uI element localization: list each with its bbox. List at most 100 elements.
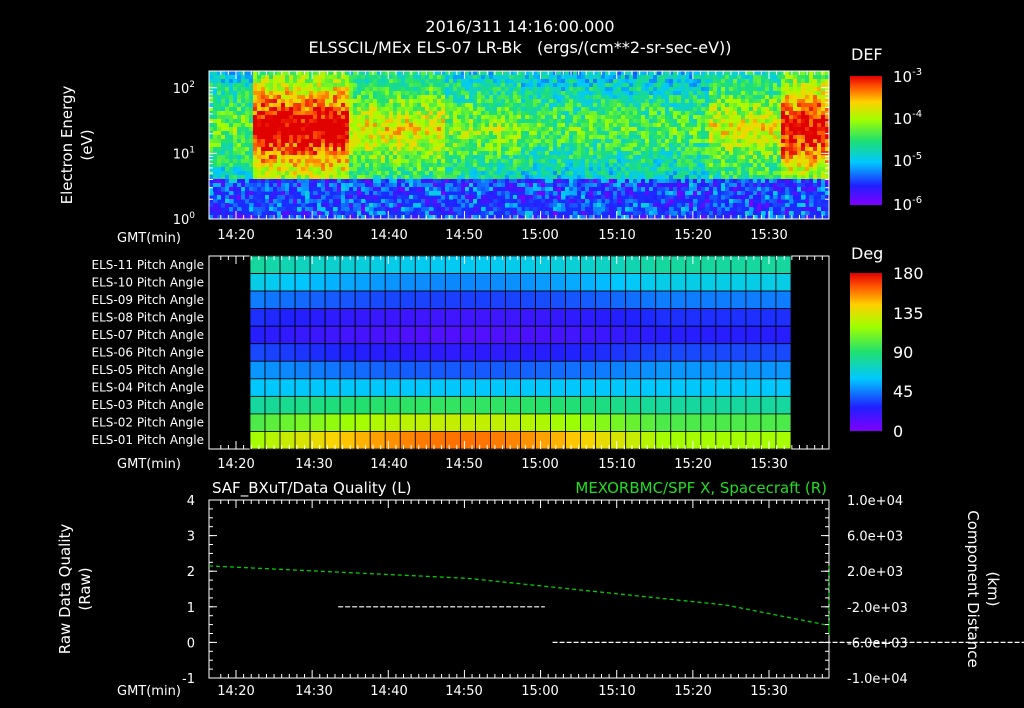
spectrogram-cell bbox=[529, 207, 534, 212]
spectrogram-cell bbox=[629, 151, 634, 156]
spectrogram-cell bbox=[745, 87, 750, 92]
spectrogram-cell bbox=[761, 211, 766, 216]
spectrogram-cell bbox=[481, 155, 486, 160]
spectrogram-cell bbox=[509, 147, 514, 152]
spectrogram-cell bbox=[781, 99, 786, 104]
spectrogram-cell bbox=[289, 83, 294, 88]
spectrogram-cell bbox=[749, 79, 754, 84]
spectrogram-cell bbox=[237, 175, 242, 180]
spectrogram-cell bbox=[669, 95, 674, 100]
spectrogram-cell bbox=[577, 119, 582, 124]
spectrogram-cell bbox=[637, 119, 642, 124]
spectrogram-cell bbox=[497, 83, 502, 88]
spectrogram-cell bbox=[293, 187, 298, 192]
spectrogram-cell bbox=[701, 191, 706, 196]
spectrogram-cell bbox=[609, 187, 614, 192]
spectrogram-cell bbox=[513, 131, 518, 136]
spectrogram-cell bbox=[393, 167, 398, 172]
spectrogram-cell bbox=[453, 195, 458, 200]
spectrogram-cell bbox=[465, 167, 470, 172]
spectrogram-cell bbox=[533, 147, 538, 152]
spectrogram-cell bbox=[217, 131, 222, 136]
spectrogram-cell bbox=[765, 79, 770, 84]
spectrogram-cell bbox=[545, 143, 550, 148]
spectrogram-cell bbox=[765, 119, 770, 124]
spectrogram-cell bbox=[701, 151, 706, 156]
spectrogram-cell bbox=[581, 107, 586, 112]
spectrogram-cell bbox=[237, 139, 242, 144]
spectrogram-cell bbox=[345, 75, 350, 80]
spectrogram-cell bbox=[473, 167, 478, 172]
spectrogram-cell bbox=[765, 175, 770, 180]
spectrogram-cell bbox=[493, 111, 498, 116]
spectrogram-cell bbox=[369, 159, 374, 164]
spectrogram-cell bbox=[449, 183, 454, 188]
spectrogram-cell bbox=[577, 111, 582, 116]
spectrogram-cell bbox=[613, 195, 618, 200]
spectrogram-cell bbox=[633, 183, 638, 188]
spectrogram-cell bbox=[593, 179, 598, 184]
spectrogram-cell bbox=[665, 115, 670, 120]
spectrogram-cell bbox=[729, 75, 734, 80]
spectrogram-cell bbox=[421, 83, 426, 88]
spectrogram-cell bbox=[749, 163, 754, 168]
spectrogram-cell bbox=[729, 151, 734, 156]
spectrogram-cell bbox=[589, 163, 594, 168]
spectrogram-cell bbox=[645, 155, 650, 160]
spectrogram-cell bbox=[377, 135, 382, 140]
spectrogram-cell bbox=[221, 103, 226, 108]
spectrogram-cell bbox=[465, 115, 470, 120]
spectrogram-cell bbox=[745, 207, 750, 212]
spectrogram-cell bbox=[525, 115, 530, 120]
spectrogram-cell bbox=[257, 79, 262, 84]
spectrogram-cell bbox=[721, 179, 726, 184]
spectrogram-cell bbox=[649, 83, 654, 88]
spectrogram-cell bbox=[225, 195, 230, 200]
spectrogram-cell bbox=[417, 175, 422, 180]
spectrogram-cell bbox=[397, 71, 402, 76]
spectrogram-cell bbox=[349, 143, 354, 148]
spectrogram-cell bbox=[337, 115, 342, 120]
spectrogram-cell bbox=[333, 103, 338, 108]
spectrogram-cell bbox=[325, 91, 330, 96]
spectrogram-cell bbox=[781, 115, 786, 120]
spectrogram-cell bbox=[209, 207, 214, 212]
spectrogram-cell bbox=[285, 151, 290, 156]
spectrogram-cell bbox=[573, 183, 578, 188]
spectrogram-cell bbox=[773, 75, 778, 80]
spectrogram-cell bbox=[269, 75, 274, 80]
spectrogram-cell bbox=[597, 151, 602, 156]
spectrogram-cell bbox=[401, 195, 406, 200]
spectrogram-cell bbox=[361, 195, 366, 200]
spectrogram-cell bbox=[717, 143, 722, 148]
spectrogram-cell bbox=[317, 163, 322, 168]
spectrogram-cell bbox=[505, 87, 510, 92]
spectrogram-cell bbox=[373, 123, 378, 128]
spectrogram-cell bbox=[489, 91, 494, 96]
spectrogram-cell bbox=[633, 207, 638, 212]
spectrogram-cell bbox=[541, 123, 546, 128]
spectrogram-cell bbox=[525, 71, 530, 76]
spectrogram-cell bbox=[385, 183, 390, 188]
spectrogram-cell bbox=[481, 75, 486, 80]
spectrogram-cell bbox=[385, 135, 390, 140]
spectrogram-cell bbox=[413, 143, 418, 148]
spectrogram-cell bbox=[337, 103, 342, 108]
spectrogram-cell bbox=[381, 95, 386, 100]
spectrogram-cell bbox=[357, 111, 362, 116]
spectrogram-cell bbox=[413, 95, 418, 100]
spectrogram-cell bbox=[441, 91, 446, 96]
spectrogram-cell bbox=[593, 151, 598, 156]
spectrogram-cell bbox=[661, 95, 666, 100]
spectrogram-cell bbox=[345, 71, 350, 76]
spectrogram-cell bbox=[437, 95, 442, 100]
spectrogram-cell bbox=[445, 107, 450, 112]
spectrogram-cell bbox=[737, 195, 742, 200]
spectrogram-cell bbox=[249, 187, 254, 192]
spectrogram-cell bbox=[641, 179, 646, 184]
spectrogram-cell bbox=[477, 111, 482, 116]
spectrogram-cell bbox=[389, 147, 394, 152]
spectrogram-cell bbox=[653, 87, 658, 92]
spectrogram-cell bbox=[273, 135, 278, 140]
spectrogram-cell bbox=[653, 179, 658, 184]
